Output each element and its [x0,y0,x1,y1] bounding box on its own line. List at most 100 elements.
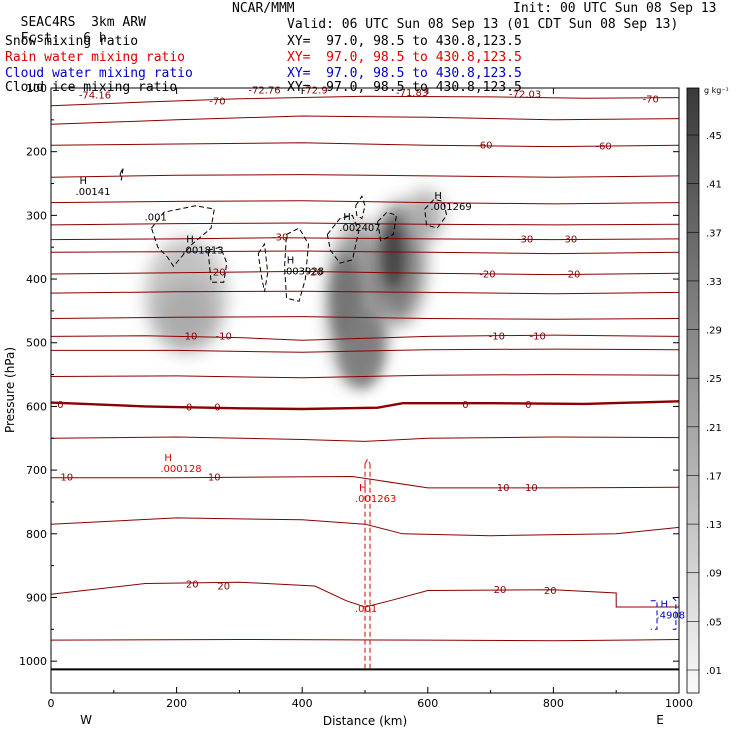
x-axis: 0 200 400 600 800 1000 [48,88,693,710]
temperature-contour-label: 20 [544,586,557,597]
temperature-isotherm [50,316,680,320]
temperature-isotherm [50,638,680,642]
extremum-value: .002407 [339,223,380,234]
temperature-contour-label: -72.76 [248,86,280,97]
field-rain-name: Rain water mixing ratio [5,50,186,65]
temperature-contour-label: 0 [214,403,220,414]
fcst-label: Fcst: [20,31,60,46]
colorbar: g kg⁻¹ .45 .41 .37 .33 .29 .25 .21 .17 .13 .09 .05… [686,86,729,694]
x-end-label-east: E [656,713,664,727]
x-tick-label: 600 [417,697,438,710]
temperature-isotherm [51,348,680,353]
snow-blob [381,218,405,289]
field-cloud-water-xy: XY= 97.0, 98.5 to 430.8,123.5 [287,66,522,81]
y-axis-label: Pressure (hPa) [3,347,17,433]
colorbar-tick-label: .41 [706,180,722,191]
mixing-ratio-dashed-contours [119,167,677,671]
x-tick-label: 0 [48,697,55,710]
x-tick-label: 200 [166,697,187,710]
extremum-value: .001263 [355,494,396,505]
colorbar-tick-label: .21 [706,423,722,434]
mixing-ratio-contour [151,205,215,268]
mixing-ratio-contour [672,597,677,630]
temperature-isotherm [50,95,680,107]
y-tick-label: 600 [26,400,47,413]
temperature-contour-label: 10 [208,473,221,484]
extremum-value: .000128 [160,464,201,475]
x-axis-label: Distance (km) [323,714,407,728]
temperature-contour-label: 20 [494,585,507,596]
colorbar-tick-label: .09 [706,569,722,580]
temperature-isotherm [50,237,680,241]
temperature-contour-label: -70 [209,96,225,107]
temperature-isotherm [50,581,679,608]
extremum-label: H.000128 [160,453,201,475]
colorbar-unit: g kg⁻¹ [704,86,729,95]
mixing-ratio-contour [650,600,658,630]
temperature-isotherm [51,475,680,489]
temperature-isotherm [50,222,680,226]
temperature-contour-label: -71.83 [396,88,428,99]
temperature-contour-labels: -74.16 -72.76 -72.9 -71.83 -72.03 -70 -70 -60 -6… [57,86,659,598]
project-name: SEAC4RS [20,15,76,30]
mixing-ratio-contour [326,214,360,264]
mixing-ratio-contour [364,458,371,464]
colorbar-gradient [686,87,700,694]
temperature-isotherm [50,200,680,205]
header-center: NCAR/MMM [232,1,295,16]
x-tick-label: 800 [543,697,564,710]
header-valid: Valid: 06 UTC Sun 08 Sep 13 (01 CDT Sun … [287,17,679,32]
colorbar-tick-label: .29 [706,326,722,337]
extremum-label: H.00141 [76,176,111,198]
extremum-label: .001 [145,212,167,223]
extremum-value: .001269 [430,202,471,213]
extremum-value: .001 [145,212,167,223]
y-tick-label: 200 [26,146,47,159]
temperature-isotherm [50,290,680,295]
temperature-contour-label: 0 [57,400,63,411]
temperature-contour-label: 10 [60,473,73,484]
extremum-value: .001813 [182,245,223,256]
temperature-contour-label: -20 [307,268,323,279]
y-tick-label: 300 [26,209,47,222]
temperature-contour-label: 0 [462,400,468,411]
mixing-ratio-contour [424,198,448,229]
temperature-contour-label: -60 [595,142,611,153]
x-tick-label: 400 [292,697,313,710]
extremum-label: H.001269 [430,191,471,213]
mixing-ratio-contour [119,167,124,181]
y-tick-label: 100 [26,82,47,95]
field-cloud-water-name: Cloud water mixing ratio [5,66,193,81]
extremum-mark: H [343,212,351,223]
temperature-contour-label: -20 [564,270,580,281]
extremum-mark: H [660,599,668,610]
model-name: 3km ARW [91,15,146,30]
temperature-contour-label: 0 [186,403,192,414]
temperature-isotherm [50,270,680,276]
temperature-contour-label: -20 [479,270,495,281]
y-tick-label: 400 [26,273,47,286]
temperature-contour-label: -30 [272,233,288,244]
colorbar-ticks: .45 .41 .37 .33 .29 .25 .21 .17 .13 .09 .05 .01 [687,131,722,677]
field-rain-xy: XY= 97.0, 98.5 to 430.8,123.5 [287,50,522,65]
y-tick-label: 500 [26,337,47,350]
mixing-ratio-contour [207,246,228,283]
freezing-level-contour [50,400,680,411]
extremum-label: H.001263 [355,483,396,505]
temperature-contour-label: -10 [489,331,505,342]
extremum-value: .4908 [656,610,685,621]
temperature-contour-label: -30 [561,235,577,246]
temperature-isotherm [50,517,680,537]
extremum-label: .001 [355,604,377,615]
mixing-ratio-contour [257,242,269,292]
extremum-label: H.001813 [182,234,223,256]
colorbar-tick-label: .01 [706,666,722,677]
y-tick-label: 900 [26,591,47,604]
extremum-mark: H [359,483,367,494]
extremum-mark: H [186,234,194,245]
field-snow-name: Snow mixing ratio [5,34,139,49]
header-init: Init: 00 UTC Sun 08 Sep 13 [513,1,717,16]
temperature-isotherm [50,374,680,379]
